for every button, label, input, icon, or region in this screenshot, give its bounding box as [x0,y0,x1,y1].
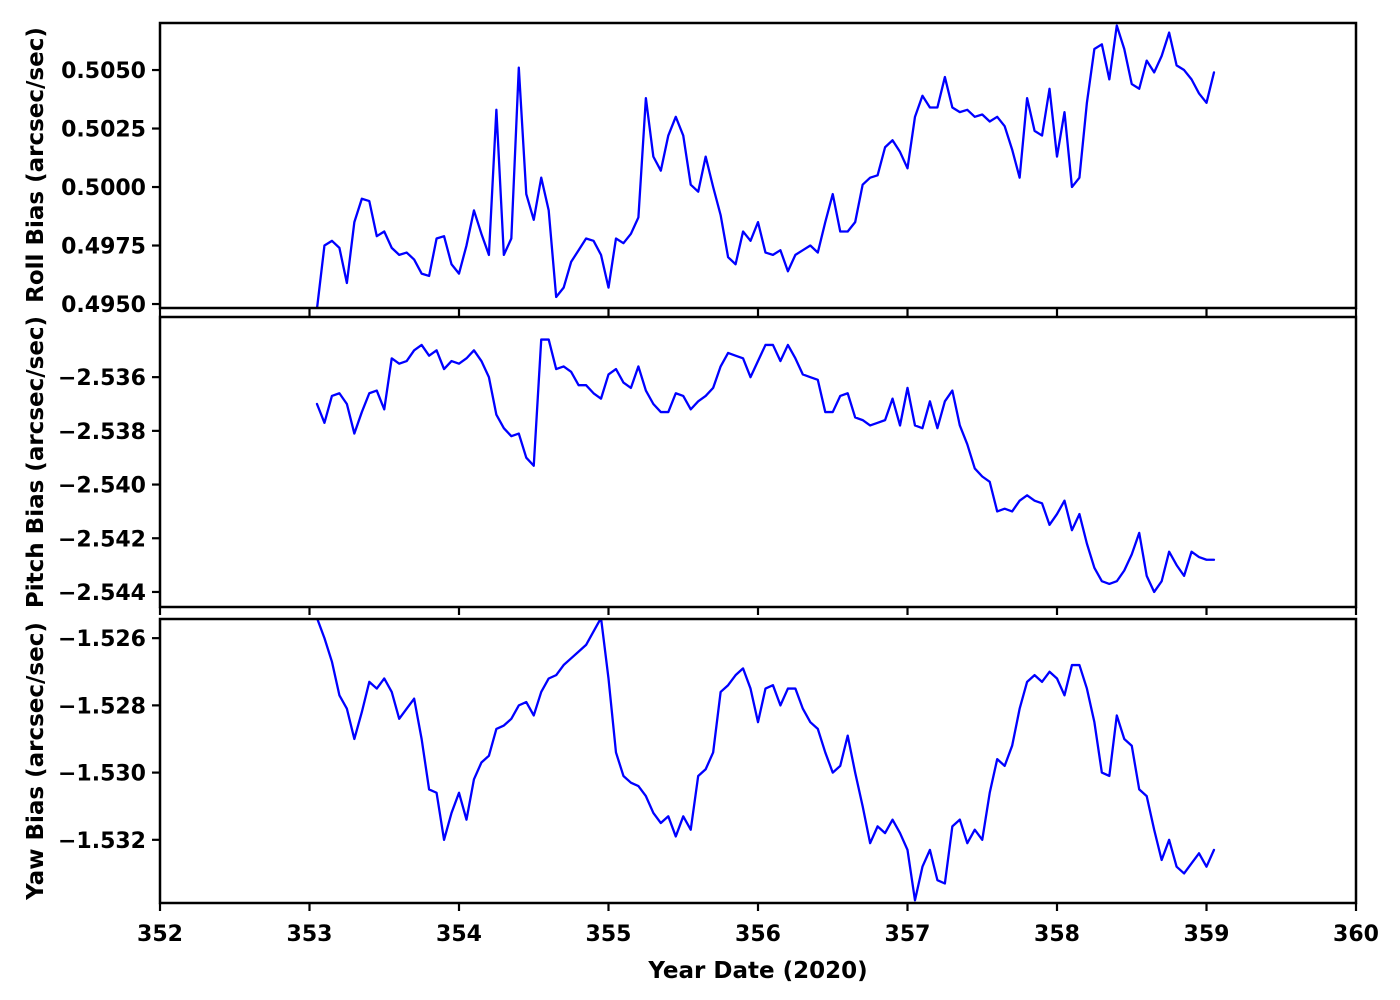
x-tick-label: 355 [586,922,632,947]
y-tick-label: −2.544 [58,581,146,606]
x-tick-label: 356 [735,922,781,947]
x-tick-label: 359 [1184,922,1230,947]
pitch-panel-frame [158,315,1358,609]
yaw-panel-frame [158,617,1358,905]
x-tick-label: 357 [885,922,931,947]
y-tick-label: 0.4950 [61,293,146,318]
pitch-y-axis-label: Pitch Bias (arcsec/sec) [23,315,49,609]
y-tick-label: 0.4975 [61,235,146,260]
y-tick-label: −1.532 [58,829,146,854]
y-tick-label: −1.526 [58,627,146,652]
y-tick-label: 0.5050 [61,59,146,84]
y-tick-label: −2.538 [58,420,146,445]
yaw-y-axis-label: Yaw Bias (arcsec/sec) [23,622,49,900]
y-tick-label: −2.542 [58,527,146,552]
roll-bias-line [315,24,1216,308]
yaw-bias-panel: −1.526 −1.528 −1.530 −1.532 352 353 354 355 356 3… [58,617,1379,947]
y-tick-label: −1.528 [58,694,146,719]
x-tick-label: 360 [1333,922,1379,947]
y-tick-label: −2.540 [58,474,146,499]
y-tick-label: −2.536 [58,366,146,391]
roll-y-axis-label: Roll Bias (arcsec/sec) [23,27,49,303]
y-tick-label: 0.5000 [61,176,146,201]
pitch-bias-line [315,338,1216,594]
x-tick-label: 354 [436,922,482,947]
x-tick-label: 352 [137,922,183,947]
y-tick-label: −1.530 [58,762,146,787]
y-tick-label: 0.5025 [61,118,146,143]
roll-panel-frame [158,21,1358,310]
pitch-bias-panel: −2.536 −2.538 −2.540 −2.542 −2.544 [58,315,1358,615]
x-tick-label: 353 [287,922,333,947]
yaw-bias-line [316,619,1216,902]
x-axis-label: Year Date (2020) [648,958,868,984]
roll-bias-panel: 0.5050 0.5025 0.5000 0.4975 0.4950 [61,21,1358,318]
x-tick-label: 358 [1034,922,1080,947]
